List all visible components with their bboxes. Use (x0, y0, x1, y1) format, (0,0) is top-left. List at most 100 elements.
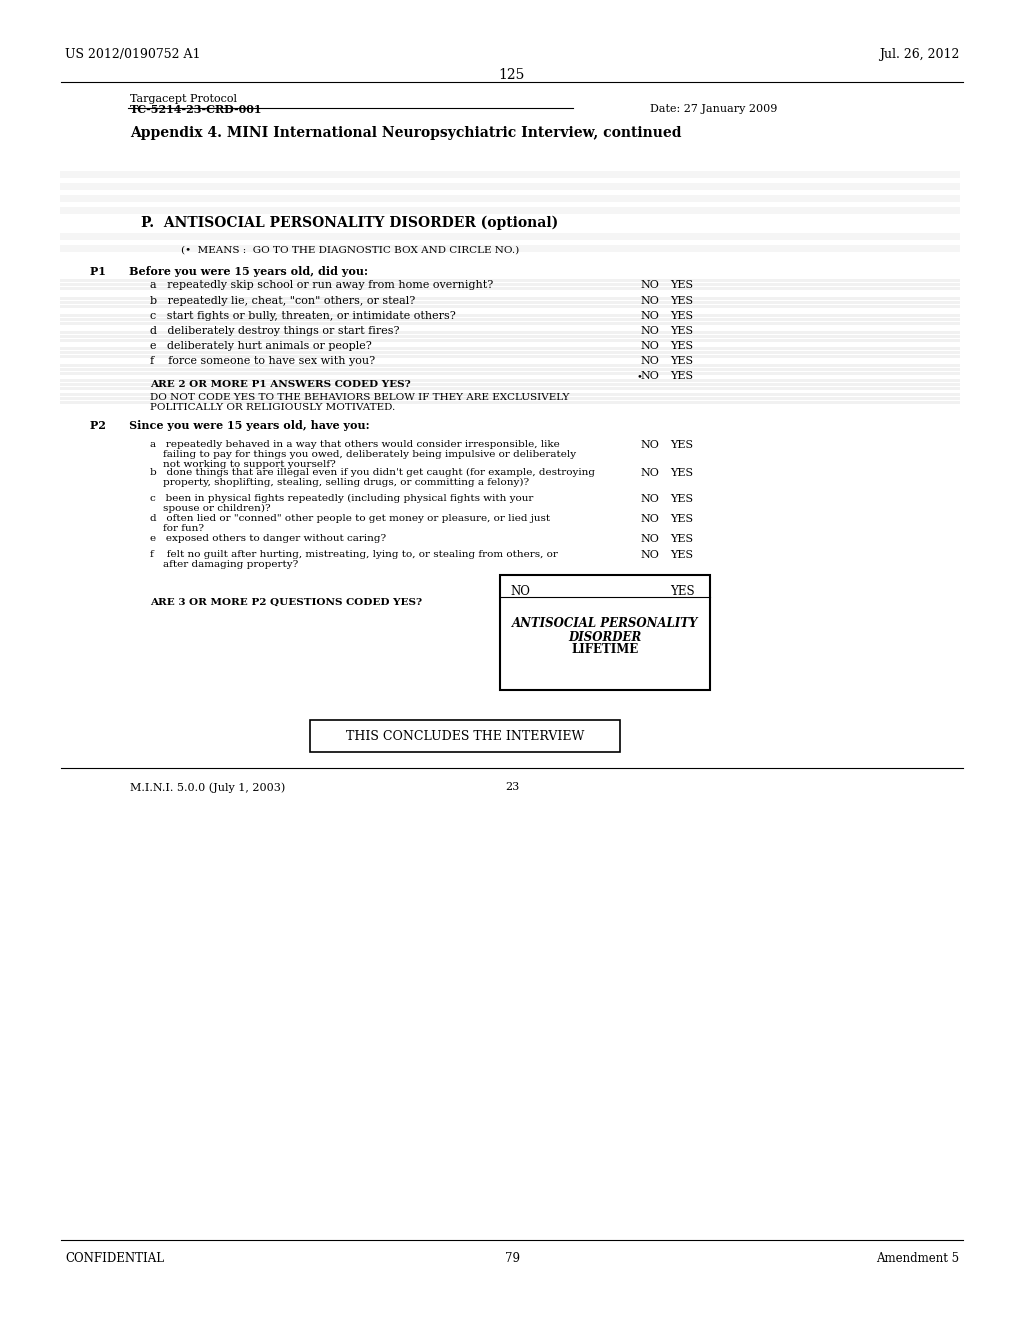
Text: •: • (637, 372, 643, 381)
Text: YES: YES (670, 341, 693, 351)
Text: YES: YES (670, 326, 693, 337)
Text: NO: NO (640, 494, 658, 504)
Text: US 2012/0190752 A1: US 2012/0190752 A1 (65, 48, 201, 61)
Text: ANTISOCIAL PERSONALITY: ANTISOCIAL PERSONALITY (512, 616, 698, 630)
Text: property, shoplifting, stealing, selling drugs, or committing a felony)?: property, shoplifting, stealing, selling… (150, 478, 529, 487)
Text: YES: YES (670, 513, 693, 524)
Text: c   been in physical fights repeatedly (including physical fights with your: c been in physical fights repeatedly (in… (150, 494, 534, 503)
Text: d   often lied or "conned" other people to get money or pleasure, or lied just: d often lied or "conned" other people to… (150, 513, 550, 523)
Bar (60, 379, 961, 381)
Text: ARE 2 OR MORE P1 ANSWERS CODED YES?: ARE 2 OR MORE P1 ANSWERS CODED YES? (150, 380, 411, 389)
Text: Date: 27 January 2009: Date: 27 January 2009 (650, 104, 777, 114)
Text: c   start fights or bully, threaten, or intimidate others?: c start fights or bully, threaten, or in… (150, 312, 456, 321)
Text: NO: NO (640, 312, 658, 321)
Text: a   repeatedly skip school or run away from home overnight?: a repeatedly skip school or run away fro… (150, 280, 494, 290)
Text: YES: YES (670, 312, 693, 321)
Text: YES: YES (670, 494, 693, 504)
Text: not working to support yourself?: not working to support yourself? (150, 459, 336, 469)
Text: failing to pay for things you owed, deliberately being impulsive or deliberately: failing to pay for things you owed, deli… (150, 450, 577, 459)
Bar (60, 279, 961, 282)
Bar (60, 397, 961, 400)
Bar (60, 246, 961, 252)
Bar (310, 719, 620, 752)
Bar (60, 234, 961, 240)
Bar (60, 355, 961, 358)
Text: b   repeatedly lie, cheat, "con" others, or steal?: b repeatedly lie, cheat, "con" others, o… (150, 296, 416, 306)
Text: ARE 3 OR MORE P2 QUESTIONS CODED YES?: ARE 3 OR MORE P2 QUESTIONS CODED YES? (150, 598, 422, 607)
Bar (60, 314, 961, 317)
Text: NO: NO (640, 356, 658, 366)
Bar (60, 335, 961, 338)
Text: Targacept Protocol: Targacept Protocol (130, 94, 237, 104)
Text: NO: NO (640, 550, 658, 560)
Text: e   deliberately hurt animals or people?: e deliberately hurt animals or people? (150, 341, 372, 351)
Text: POLITICALLY OR RELIGIOUSLY MOTIVATED.: POLITICALLY OR RELIGIOUSLY MOTIVATED. (150, 403, 395, 412)
Text: e   exposed others to danger without caring?: e exposed others to danger without carin… (150, 535, 386, 543)
Text: YES: YES (670, 356, 693, 366)
Text: NO: NO (640, 469, 658, 478)
Text: NO: NO (640, 326, 658, 337)
Text: P1      Before you were 15 years old, did you:: P1 Before you were 15 years old, did you… (90, 267, 368, 277)
Bar (60, 305, 961, 308)
Text: THIS CONCLUDES THE INTERVIEW: THIS CONCLUDES THE INTERVIEW (346, 730, 584, 742)
Bar (60, 207, 961, 214)
Bar (60, 347, 961, 350)
Bar (60, 322, 961, 325)
Bar (60, 393, 961, 396)
Text: after damaging property?: after damaging property? (150, 560, 298, 569)
Text: NO: NO (640, 513, 658, 524)
Bar (60, 339, 961, 342)
Text: NO: NO (640, 341, 658, 351)
Text: NO: NO (640, 535, 658, 544)
Text: 79: 79 (505, 1251, 519, 1265)
Text: CONFIDENTIAL: CONFIDENTIAL (65, 1251, 164, 1265)
Text: b   done things that are illegal even if you didn't get caught (for example, des: b done things that are illegal even if y… (150, 469, 595, 477)
Text: DO NOT CODE YES TO THE BEHAVIORS BELOW IF THEY ARE EXCLUSIVELY: DO NOT CODE YES TO THE BEHAVIORS BELOW I… (150, 393, 569, 403)
Text: YES: YES (670, 469, 693, 478)
Bar (60, 172, 961, 178)
Text: YES: YES (670, 440, 693, 450)
Text: YES: YES (670, 280, 693, 290)
Text: f    felt no guilt after hurting, mistreating, lying to, or stealing from others: f felt no guilt after hurting, mistreati… (150, 550, 558, 558)
Text: NO: NO (510, 585, 529, 598)
Text: P.  ANTISOCIAL PERSONALITY DISORDER (optional): P. ANTISOCIAL PERSONALITY DISORDER (opti… (141, 216, 559, 231)
Bar (60, 331, 961, 334)
Bar (60, 183, 961, 190)
Text: Amendment 5: Amendment 5 (876, 1251, 959, 1265)
Bar (60, 387, 961, 389)
Bar (60, 195, 961, 202)
Text: YES: YES (670, 371, 693, 381)
Text: 125: 125 (499, 69, 525, 82)
Text: LIFETIME: LIFETIME (571, 643, 639, 656)
Text: a   repeatedly behaved in a way that others would consider irresponsible, like: a repeatedly behaved in a way that other… (150, 440, 560, 449)
Text: YES: YES (670, 535, 693, 544)
Bar (60, 282, 961, 286)
Text: YES: YES (670, 296, 693, 306)
Bar (60, 372, 961, 375)
Bar (60, 351, 961, 354)
Text: NO: NO (640, 296, 658, 306)
Text: Jul. 26, 2012: Jul. 26, 2012 (879, 48, 959, 61)
Bar (60, 368, 961, 371)
Bar (60, 301, 961, 304)
Text: YES: YES (671, 585, 695, 598)
Text: NO: NO (640, 371, 658, 381)
Bar (500, 576, 710, 690)
Bar (60, 318, 961, 321)
Bar (60, 297, 961, 300)
Text: TC-5214-23-CRD-001: TC-5214-23-CRD-001 (130, 104, 262, 115)
Text: M.I.N.I. 5.0.0 (July 1, 2003): M.I.N.I. 5.0.0 (July 1, 2003) (130, 781, 286, 792)
Text: Appendix 4. MINI International Neuropsychiatric Interview, continued: Appendix 4. MINI International Neuropsyc… (130, 125, 682, 140)
Text: NO: NO (640, 440, 658, 450)
Bar (60, 286, 961, 290)
Bar (60, 401, 961, 404)
Text: spouse or children)?: spouse or children)? (150, 504, 270, 513)
Text: DISORDER: DISORDER (568, 631, 642, 644)
Text: P2      Since you were 15 years old, have you:: P2 Since you were 15 years old, have you… (90, 420, 370, 432)
Text: NO: NO (640, 280, 658, 290)
Bar (60, 383, 961, 385)
Text: for fun?: for fun? (150, 524, 204, 533)
Text: d   deliberately destroy things or start fires?: d deliberately destroy things or start f… (150, 326, 399, 337)
Bar (60, 364, 961, 367)
Text: 23: 23 (505, 781, 519, 792)
